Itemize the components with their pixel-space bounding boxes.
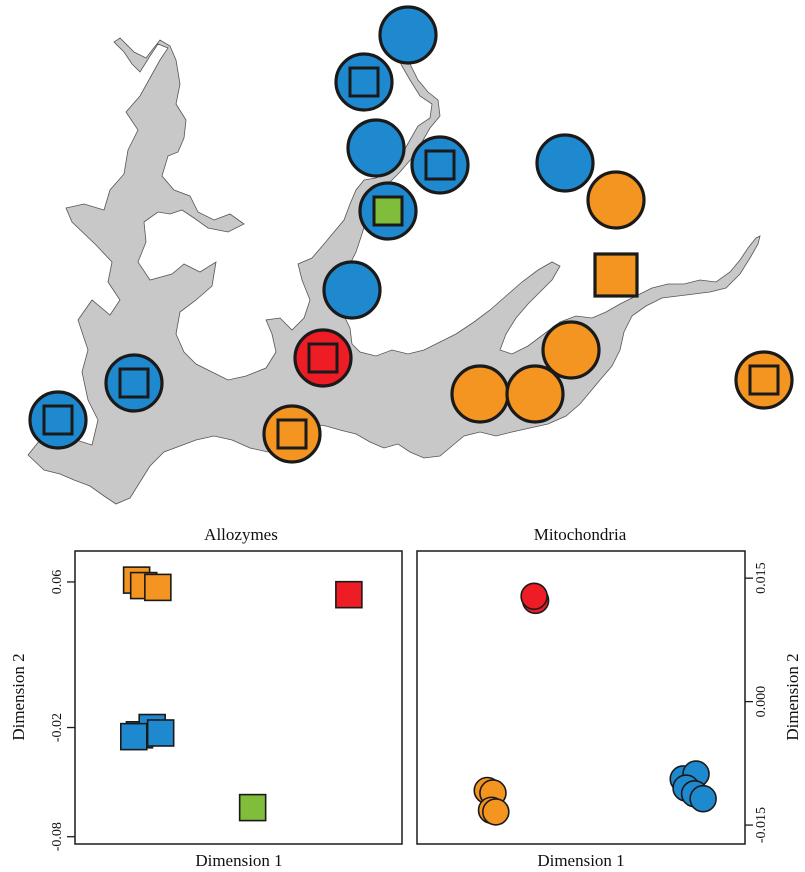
map-site-marker <box>262 404 322 464</box>
map-site-marker <box>535 133 595 193</box>
allozymes-plot-frame <box>74 550 403 845</box>
mitochondria-point <box>481 798 510 826</box>
mitochondria-y-axis-label: Dimension 2 <box>783 653 802 740</box>
map-site-marker <box>541 320 601 380</box>
allozymes-y-axis: 0.06 -0.02 -0.08 <box>50 570 75 851</box>
site-inner-square <box>372 195 404 227</box>
map-sites <box>28 5 794 464</box>
site-inner-square <box>307 342 339 374</box>
map-site-marker <box>505 364 565 424</box>
site-circle <box>535 133 595 193</box>
mitochondria-points <box>473 582 717 826</box>
allozymes-point <box>335 580 363 609</box>
mitochondria-point <box>520 582 548 611</box>
panel-title-mitochondria: Mitochondria <box>534 525 627 544</box>
site-square <box>593 252 639 298</box>
map-site-marker <box>293 328 353 388</box>
site-inner-square <box>276 418 308 450</box>
map-site-marker <box>104 353 164 413</box>
map-site-marker <box>346 118 406 178</box>
site-inner-square <box>42 404 74 436</box>
site-circle <box>541 320 601 380</box>
allozymes-point <box>144 573 172 602</box>
mitochondria-plot-frame <box>416 550 746 845</box>
mitochondria-x-axis-label: Dimension 1 <box>537 851 624 870</box>
site-inner-square <box>424 149 456 181</box>
map-site-marker <box>378 5 438 65</box>
site-circle <box>322 260 382 320</box>
allozymes-y-axis-label: Dimension 2 <box>9 653 28 740</box>
lake-map <box>27 37 761 505</box>
map-site-marker <box>593 252 639 298</box>
map-site-marker <box>410 135 470 195</box>
allozymes-point <box>119 722 148 751</box>
lake-shape <box>27 37 761 505</box>
site-inner-square <box>748 364 780 396</box>
mitochondria-y-tick-label: 0.000 <box>754 686 769 718</box>
allozymes-point <box>238 793 267 822</box>
mitochondria-point <box>689 784 717 813</box>
site-circle <box>450 364 510 424</box>
map-site-marker <box>450 364 510 424</box>
site-circle <box>586 170 646 230</box>
mitochondria-y-tick-label: 0.015 <box>754 562 769 594</box>
allozymes-x-axis-label: Dimension 1 <box>195 851 282 870</box>
mitochondria-y-axis: 0.015 0.000 -0.015 <box>745 562 769 843</box>
allozymes-points <box>119 566 363 822</box>
map-site-marker <box>358 181 418 241</box>
map-site-marker <box>734 350 794 410</box>
map-site-marker <box>28 390 88 450</box>
allozymes-y-tick-label: 0.06 <box>50 570 65 595</box>
panel-title-allozymes: Allozymes <box>204 525 278 544</box>
site-circle <box>378 5 438 65</box>
allozymes-y-tick-label: -0.08 <box>50 822 65 851</box>
site-inner-square <box>118 367 150 399</box>
allozymes-y-tick-label: -0.02 <box>50 713 65 742</box>
map-site-marker <box>322 260 382 320</box>
site-circle <box>505 364 565 424</box>
mitochondria-y-tick-label: -0.015 <box>754 807 769 843</box>
map-site-marker <box>586 170 646 230</box>
site-inner-square <box>348 66 380 98</box>
allozymes-point <box>146 719 175 747</box>
map-site-marker <box>334 52 394 112</box>
site-circle <box>346 118 406 178</box>
